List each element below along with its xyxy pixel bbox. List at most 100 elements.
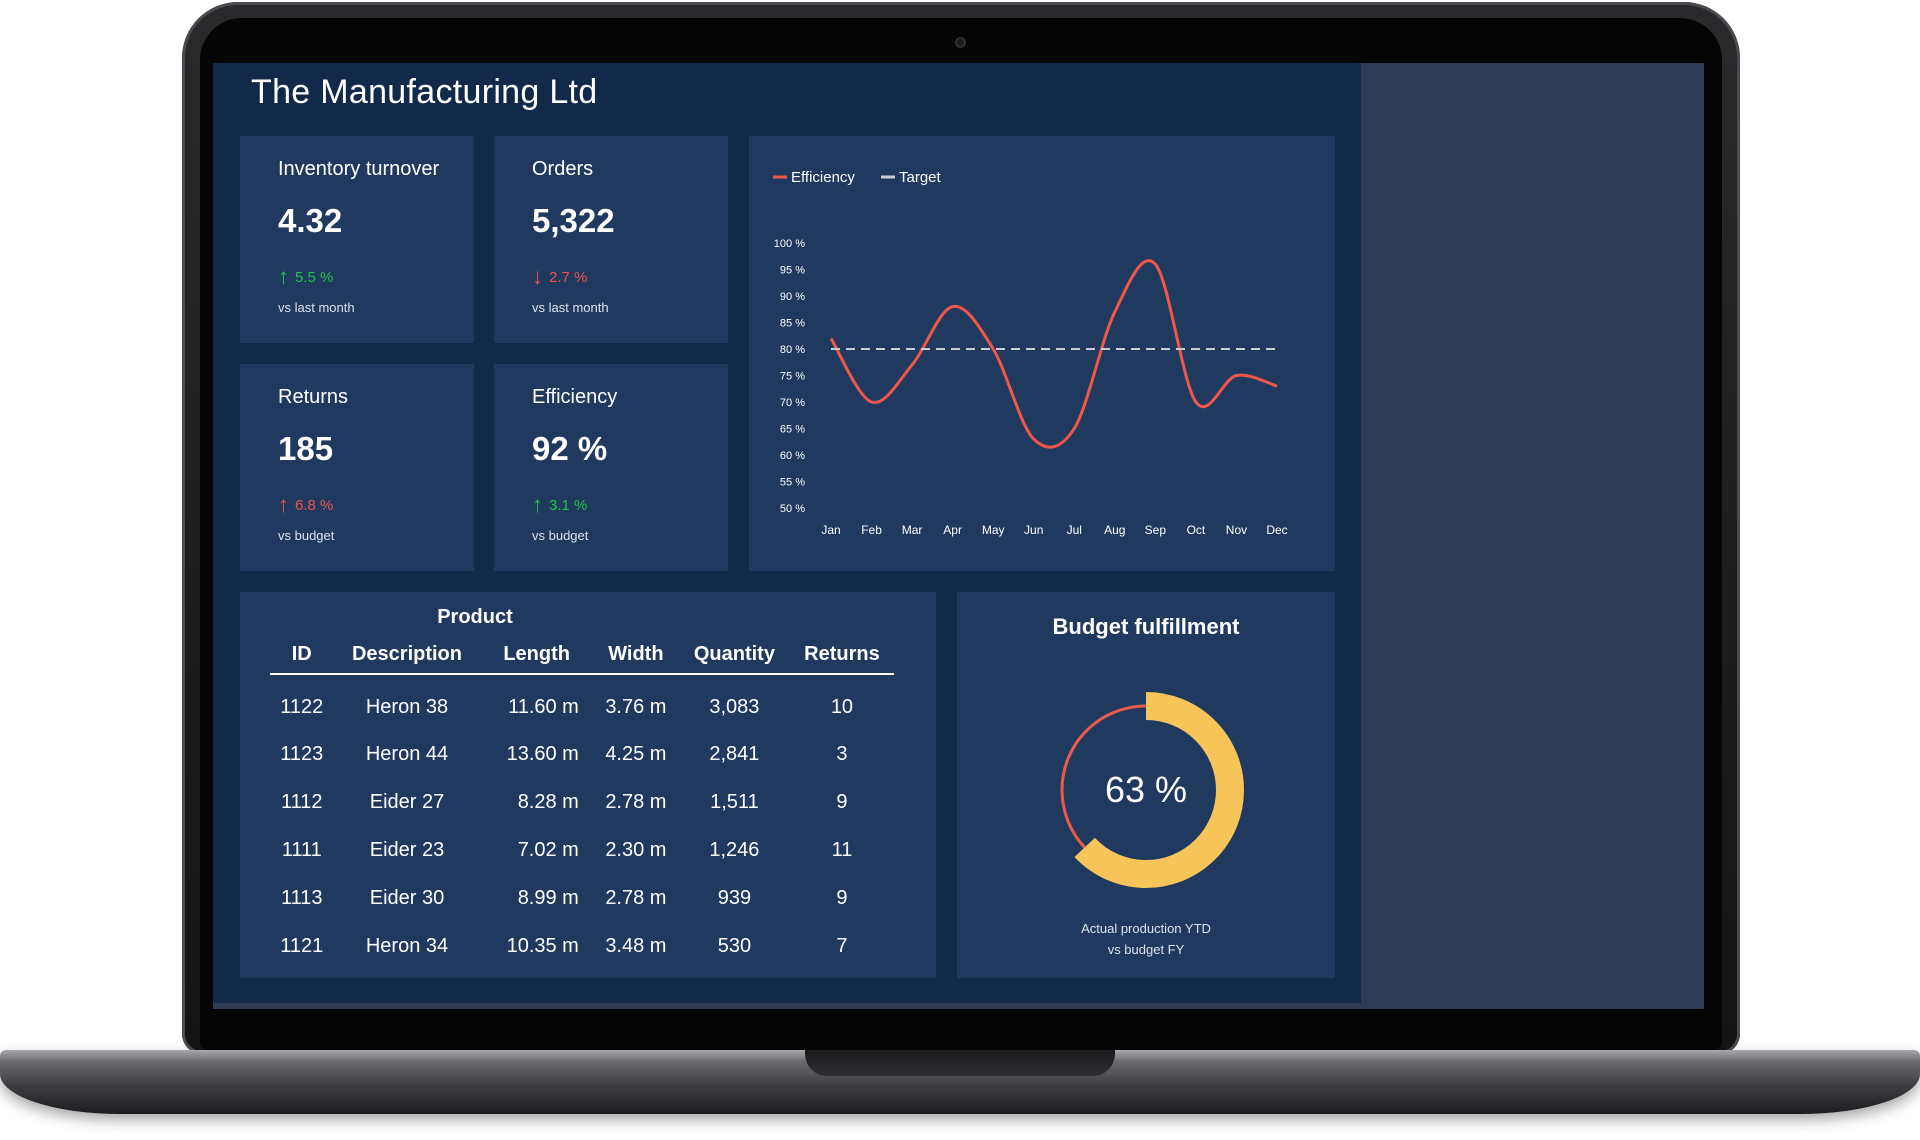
cell-width: 2.78 m bbox=[605, 886, 667, 909]
y-tick-label: 85 % bbox=[780, 318, 805, 330]
laptop-screen: The Manufacturing Ltd Inventory turnover… bbox=[213, 63, 1704, 1009]
table-row[interactable]: 1121 Heron 34 10.35 m 3.48 m 530 7 bbox=[270, 922, 894, 970]
budget-subtitle: Actual production YTD vs budget FY bbox=[957, 918, 1335, 960]
y-tick-label: 60 % bbox=[780, 450, 805, 462]
cell-length: 7.02 m bbox=[517, 838, 579, 861]
cell-id: 1113 bbox=[280, 886, 323, 909]
kpi-value: 4.32 bbox=[278, 202, 343, 239]
arrow-up-icon: ↑ bbox=[278, 492, 289, 517]
product-table-card: Product ID Description Length Width Quan… bbox=[240, 592, 936, 978]
cell-width: 3.76 m bbox=[605, 696, 667, 718]
kpi-change-value: 5.5 % bbox=[295, 268, 334, 286]
laptop-opening-notch bbox=[805, 1050, 1115, 1076]
cell-description: Heron 44 bbox=[365, 742, 449, 765]
table-row[interactable]: 1112 Eider 27 8.28 m 2.78 m 1,511 9 bbox=[270, 778, 894, 826]
kpi-change: ↑ 5.5 % bbox=[278, 266, 333, 288]
y-tick-label: 50 % bbox=[780, 503, 805, 515]
efficiency-series-line bbox=[829, 259, 1278, 449]
cell-quantity: 1,246 bbox=[709, 838, 760, 861]
product-table: ID Description Length Width Quantity Ret… bbox=[270, 636, 894, 970]
cell-description: Heron 38 bbox=[365, 696, 449, 718]
column-header[interactable]: Quantity bbox=[678, 636, 790, 675]
efficiency-chart: Efficiency Target 100 % 95 % 90 % 85 % 80 % 75 … bbox=[773, 169, 1288, 537]
cell-quantity: 530 bbox=[717, 934, 752, 957]
column-header[interactable]: Returns bbox=[789, 636, 894, 675]
cell-quantity: 939 bbox=[717, 886, 752, 909]
gauge-percent-label: 63 % bbox=[1105, 769, 1187, 810]
x-tick-label: Mar bbox=[902, 523, 923, 537]
kpi-title: Orders bbox=[532, 158, 594, 180]
cell-length: 8.28 m bbox=[517, 790, 579, 813]
cell-returns: 11 bbox=[831, 838, 853, 861]
table-row[interactable]: 1122 Heron 38 11.60 m 3.76 m 3,083 10 bbox=[270, 674, 894, 730]
arrow-up-icon: ↑ bbox=[532, 492, 543, 517]
table-row[interactable]: 1111 Eider 23 7.02 m 2.30 m 1,246 11 bbox=[270, 826, 894, 874]
x-tick-label: May bbox=[982, 523, 1005, 537]
cell-length: 10.35 m bbox=[506, 934, 579, 957]
cell-id: 1123 bbox=[280, 742, 324, 765]
x-tick-label: Jul bbox=[1067, 523, 1082, 537]
budget-subtitle-line: Actual production YTD bbox=[1081, 921, 1211, 936]
webcam-icon bbox=[955, 37, 966, 48]
table-row[interactable]: 1113 Eider 30 8.99 m 2.78 m 939 9 bbox=[270, 874, 894, 922]
y-tick-label: 65 % bbox=[780, 424, 805, 436]
cell-quantity: 3,083 bbox=[709, 696, 760, 718]
cell-id: 1112 bbox=[280, 790, 323, 813]
x-tick-label: Jun bbox=[1024, 523, 1043, 537]
kpi-comparison: vs last month bbox=[278, 300, 355, 315]
y-tick-label: 75 % bbox=[780, 371, 805, 383]
y-tick-label: 70 % bbox=[780, 397, 805, 409]
kpi-card-inventory-turnover[interactable]: Inventory turnover 4.32 ↑ 5.5 % vs last … bbox=[240, 136, 474, 343]
budget-title: Budget fulfillment bbox=[1052, 614, 1240, 639]
budget-subtitle-line: vs budget FY bbox=[1107, 942, 1185, 957]
x-tick-label: Aug bbox=[1104, 523, 1125, 537]
kpi-comparison: vs budget bbox=[532, 528, 589, 543]
table-title: Product bbox=[437, 606, 513, 628]
kpi-card-orders[interactable]: Orders 5,322 ↓ 2.7 % vs last month bbox=[494, 136, 728, 343]
arrow-down-icon: ↓ bbox=[532, 264, 543, 289]
page-title: The Manufacturing Ltd bbox=[251, 73, 598, 111]
cell-description: Heron 34 bbox=[365, 934, 449, 957]
column-header[interactable]: Length bbox=[480, 636, 593, 675]
kpi-value: 185 bbox=[278, 430, 334, 467]
cell-length: 8.99 m bbox=[517, 886, 579, 909]
kpi-comparison: vs last month bbox=[532, 300, 609, 315]
x-tick-label: Nov bbox=[1226, 523, 1247, 537]
column-header[interactable]: Width bbox=[592, 636, 679, 675]
budget-gauge: 63 % bbox=[1048, 692, 1244, 888]
y-tick-label: 90 % bbox=[780, 291, 805, 303]
kpi-change-value: 6.8 % bbox=[295, 496, 334, 514]
legend-label: Efficiency bbox=[791, 169, 855, 186]
arrow-up-icon: ↑ bbox=[278, 264, 289, 289]
legend-label: Target bbox=[899, 169, 942, 186]
y-tick-label: 100 % bbox=[774, 238, 805, 250]
cell-length: 11.60 m bbox=[508, 696, 579, 718]
cell-quantity: 1,511 bbox=[710, 790, 759, 813]
x-tick-label: Sep bbox=[1145, 523, 1167, 537]
kpi-value: 92 % bbox=[532, 430, 608, 467]
cell-returns: 9 bbox=[836, 886, 848, 909]
cell-returns: 3 bbox=[836, 742, 848, 765]
cell-width: 4.25 m bbox=[605, 742, 667, 765]
cell-width: 3.48 m bbox=[605, 934, 667, 957]
cell-quantity: 2,841 bbox=[709, 742, 760, 765]
kpi-title: Efficiency bbox=[532, 386, 618, 408]
x-tick-label: Oct bbox=[1187, 523, 1206, 537]
column-header[interactable]: ID bbox=[270, 636, 334, 675]
kpi-change: ↓ 2.7 % bbox=[532, 266, 587, 288]
gauge-fill-arc bbox=[1048, 692, 1244, 888]
cell-description: Eider 30 bbox=[369, 886, 445, 909]
cell-description: Eider 27 bbox=[369, 790, 445, 813]
x-tick-label: Dec bbox=[1266, 523, 1287, 537]
table-row[interactable]: 1123 Heron 44 13.60 m 4.25 m 2,841 3 bbox=[270, 730, 894, 778]
kpi-card-returns[interactable]: Returns 185 ↑ 6.8 % vs budget bbox=[240, 364, 474, 571]
cell-id: 1111 bbox=[281, 838, 322, 861]
x-tick-label: Feb bbox=[861, 523, 882, 537]
y-tick-label: 80 % bbox=[780, 344, 805, 356]
kpi-card-efficiency[interactable]: Efficiency 92 % ↑ 3.1 % vs budget bbox=[494, 364, 728, 571]
y-tick-label: 55 % bbox=[780, 477, 805, 489]
kpi-change: ↑ 3.1 % bbox=[532, 494, 587, 516]
cell-returns: 10 bbox=[830, 696, 854, 718]
dashboard: The Manufacturing Ltd Inventory turnover… bbox=[213, 63, 1361, 1003]
column-header[interactable]: Description bbox=[333, 636, 481, 675]
